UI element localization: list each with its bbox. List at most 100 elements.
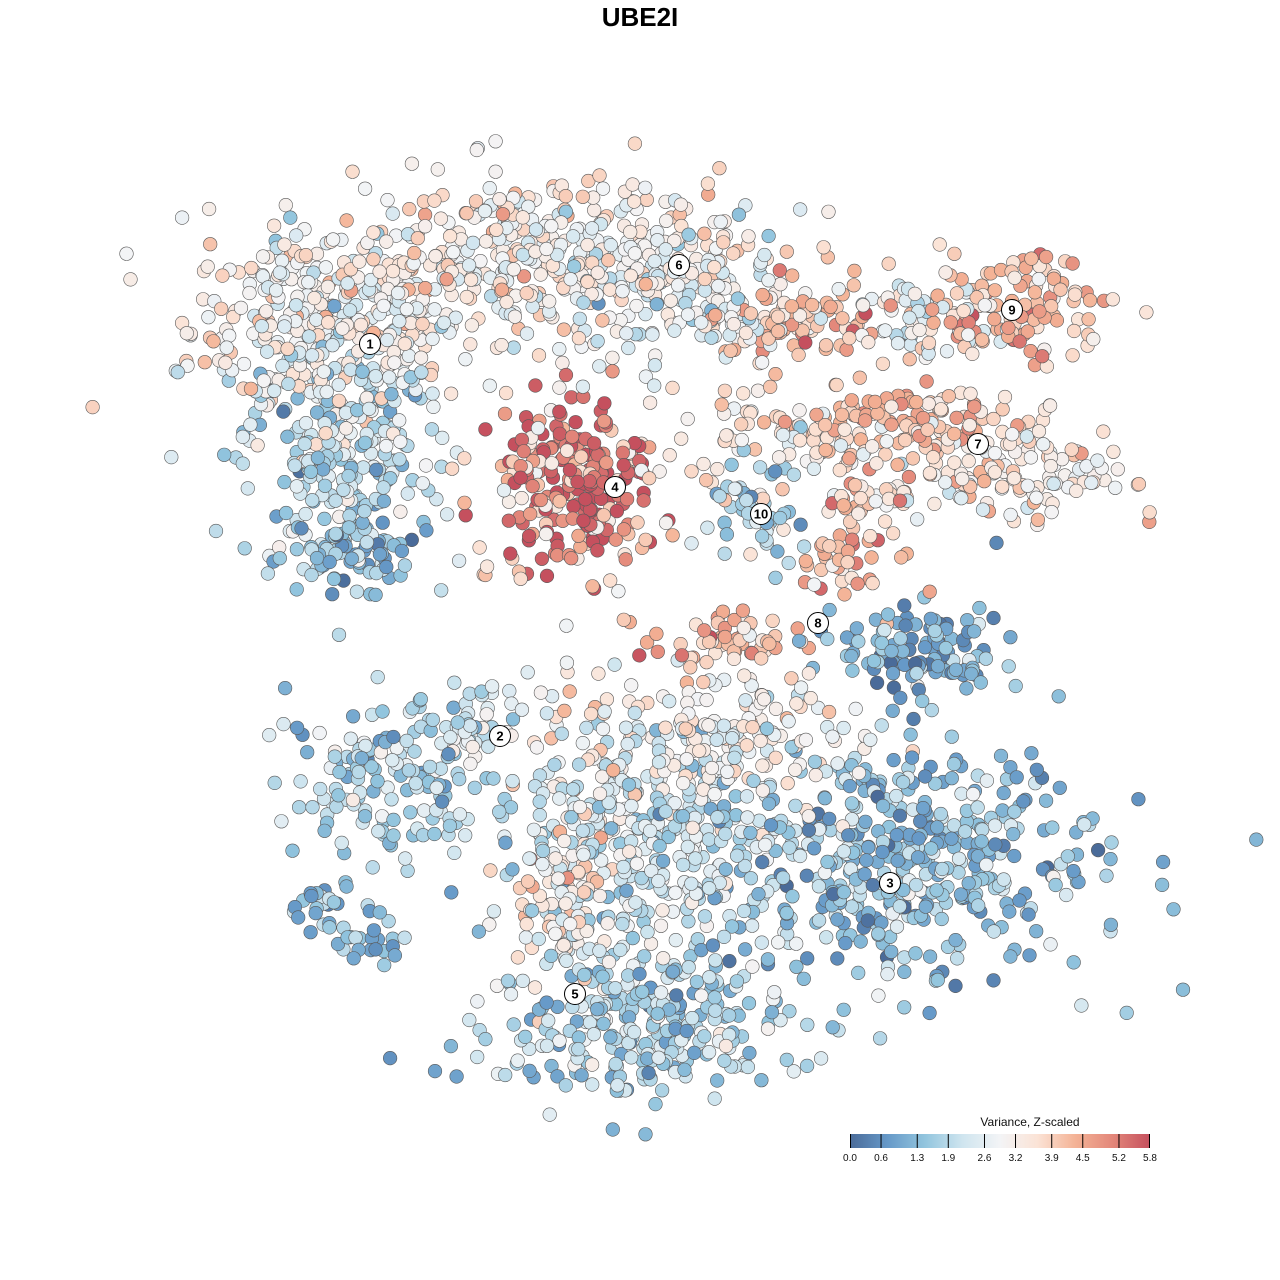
- data-point: [665, 380, 680, 396]
- data-point: [719, 428, 734, 443]
- data-point: [447, 675, 462, 690]
- data-point: [342, 303, 358, 318]
- data-point: [501, 513, 516, 528]
- cluster-label-8: 8: [807, 612, 829, 634]
- data-point: [564, 810, 579, 825]
- data-point: [368, 369, 383, 384]
- data-point: [346, 709, 361, 724]
- data-point: [579, 720, 594, 736]
- data-point: [625, 177, 640, 192]
- data-point: [289, 228, 304, 243]
- data-point: [350, 403, 365, 418]
- data-point: [685, 1010, 700, 1026]
- data-point: [707, 990, 722, 1005]
- data-point: [653, 985, 669, 1000]
- data-point: [1032, 304, 1047, 319]
- data-point: [1024, 251, 1039, 266]
- data-point: [530, 421, 546, 436]
- data-point: [702, 881, 717, 896]
- data-point: [519, 916, 534, 932]
- data-point: [920, 422, 935, 437]
- data-point: [800, 1017, 815, 1032]
- data-point: [743, 871, 759, 886]
- data-point: [912, 322, 927, 338]
- data-point: [1103, 851, 1118, 867]
- data-point: [471, 924, 487, 939]
- data-point: [712, 489, 727, 504]
- data-point: [668, 885, 683, 900]
- data-point: [889, 827, 904, 843]
- data-point: [753, 733, 768, 749]
- data-point: [866, 653, 882, 669]
- data-point: [443, 229, 458, 244]
- data-point: [383, 1050, 398, 1066]
- data-point: [867, 394, 883, 410]
- data-point: [986, 411, 1001, 427]
- data-point: [591, 666, 606, 681]
- data-point: [516, 444, 531, 459]
- data-point: [559, 655, 575, 670]
- data-point: [1001, 320, 1016, 336]
- data-point: [318, 260, 333, 275]
- cluster-label-9: 9: [1001, 299, 1023, 321]
- data-point: [1020, 478, 1035, 493]
- data-point: [379, 559, 394, 575]
- data-point: [661, 829, 676, 845]
- data-point: [754, 935, 769, 950]
- data-point: [492, 192, 507, 207]
- data-point: [636, 493, 651, 508]
- data-point: [596, 508, 611, 523]
- data-point: [642, 395, 658, 410]
- data-point: [995, 479, 1010, 494]
- data-point: [459, 289, 474, 305]
- data-point: [770, 544, 785, 559]
- data-point: [571, 528, 586, 543]
- data-point: [655, 853, 671, 869]
- data-point: [559, 618, 574, 633]
- data-point: [836, 844, 851, 859]
- data-point: [328, 526, 343, 541]
- color-legend-bar: [850, 1134, 1150, 1148]
- data-point: [938, 640, 953, 656]
- data-point: [811, 879, 827, 894]
- data-point: [510, 1053, 525, 1068]
- data-point: [365, 860, 380, 875]
- data-point: [744, 678, 759, 693]
- data-point: [457, 495, 472, 510]
- data-point: [442, 818, 458, 833]
- data-point: [531, 931, 546, 947]
- data-point: [565, 782, 581, 797]
- data-point: [539, 568, 555, 584]
- data-point: [995, 803, 1010, 818]
- data-point: [921, 396, 936, 411]
- data-point: [685, 820, 700, 835]
- data-point: [222, 328, 237, 343]
- data-point: [701, 718, 716, 733]
- data-point: [967, 399, 982, 414]
- data-point: [1035, 349, 1050, 364]
- data-point: [357, 504, 372, 519]
- data-point: [254, 319, 269, 334]
- data-point: [654, 1083, 670, 1098]
- data-point: [277, 237, 292, 252]
- data-point: [310, 450, 326, 465]
- data-point: [701, 832, 717, 847]
- data-point: [651, 755, 667, 770]
- data-point: [745, 720, 760, 735]
- data-point: [863, 732, 878, 747]
- data-point: [922, 584, 937, 599]
- data-point: [592, 786, 608, 801]
- cluster-label-text: 7: [974, 437, 981, 452]
- data-point: [798, 732, 814, 748]
- data-point: [883, 298, 898, 313]
- data-point: [1166, 902, 1181, 917]
- data-point: [1069, 483, 1084, 499]
- data-point: [839, 342, 854, 357]
- data-point: [689, 974, 705, 989]
- cluster-label-5: 5: [564, 983, 586, 1005]
- data-point: [908, 946, 923, 961]
- data-point: [482, 181, 497, 196]
- data-point: [658, 804, 673, 819]
- data-point: [446, 700, 461, 715]
- data-point: [427, 1063, 443, 1079]
